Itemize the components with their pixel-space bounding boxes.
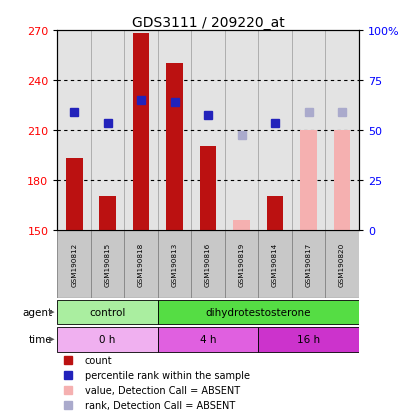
Bar [291,31,324,230]
Text: 0 h: 0 h [99,335,115,344]
Text: 16 h: 16 h [296,335,319,344]
Bar [233,220,249,230]
Text: time: time [29,335,52,344]
Bar [133,34,149,230]
Bar [291,230,324,299]
Bar [324,230,358,299]
Bar [57,230,91,299]
Text: value, Detection Call = ABSENT: value, Detection Call = ABSENT [84,385,239,395]
Bar [57,31,91,230]
Bar [324,31,358,230]
Text: rank, Detection Call = ABSENT: rank, Detection Call = ABSENT [84,400,234,410]
Bar [224,31,258,230]
Bar [266,197,283,230]
Bar [91,230,124,299]
Bar [157,230,191,299]
Bar [157,327,258,352]
Text: GSM190819: GSM190819 [238,242,244,287]
Bar [299,131,316,230]
Bar [124,230,157,299]
Text: GSM190820: GSM190820 [338,242,344,287]
Bar [157,300,358,325]
Bar [157,31,191,230]
Text: GSM190813: GSM190813 [171,242,177,287]
Text: agent: agent [22,307,52,317]
Bar [91,31,124,230]
Text: GSM190812: GSM190812 [71,242,77,287]
Bar [124,31,157,230]
Bar [258,327,358,352]
Text: percentile rank within the sample: percentile rank within the sample [84,370,249,380]
Bar [258,31,291,230]
Bar [99,197,116,230]
Bar [57,327,157,352]
Text: GSM190815: GSM190815 [104,242,110,287]
Bar [191,230,224,299]
Text: GSM190814: GSM190814 [272,242,277,287]
Bar [333,131,350,230]
Text: GSM190818: GSM190818 [138,242,144,287]
Text: GSM190816: GSM190816 [204,242,211,287]
Text: GSM190817: GSM190817 [305,242,311,287]
Text: count: count [84,355,112,365]
Bar [166,64,182,230]
Bar [258,230,291,299]
Text: dihydrotestosterone: dihydrotestosterone [205,307,310,317]
Bar [199,147,216,230]
Bar [224,230,258,299]
Text: 4 h: 4 h [199,335,216,344]
Bar [65,159,82,230]
Bar [191,31,224,230]
Text: control: control [89,307,126,317]
Bar [57,300,157,325]
Title: GDS3111 / 209220_at: GDS3111 / 209220_at [131,16,284,30]
